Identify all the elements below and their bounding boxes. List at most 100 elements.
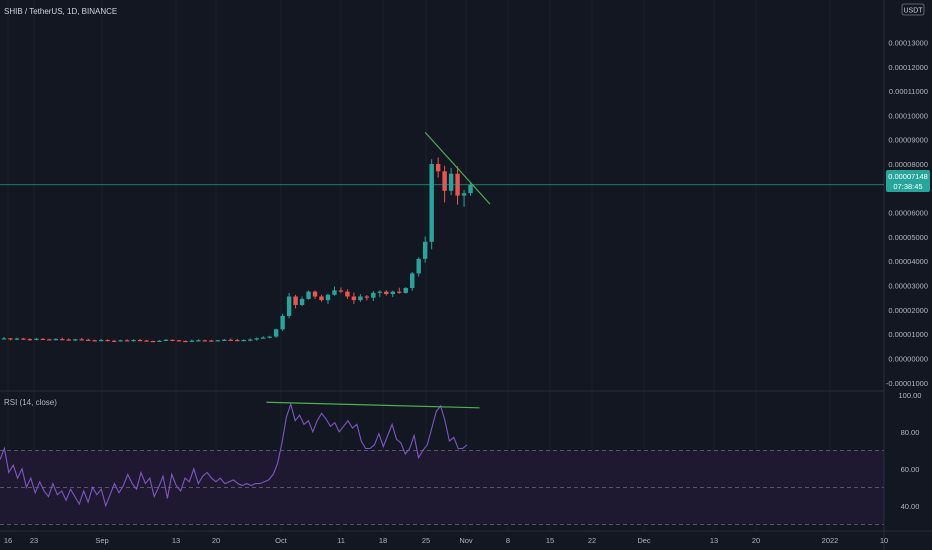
candle-body [34, 338, 39, 340]
candle-body [371, 292, 376, 298]
price-tick-label: 0.00011000 [889, 87, 928, 96]
overlays [0, 132, 884, 409]
price-tick-label: 0.00010000 [888, 111, 928, 120]
currency-button[interactable]: USDT [901, 3, 925, 16]
candle-body [293, 296, 298, 305]
candle-body [53, 339, 59, 341]
candle-body [286, 296, 292, 316]
candle-body [66, 339, 71, 341]
candle-body [170, 339, 175, 341]
candle-body [157, 340, 162, 342]
candle-body [14, 338, 20, 340]
time-tick-label: Sep [95, 536, 108, 545]
price-tick-label: 0.00000000 [888, 354, 928, 363]
time-tick-label: 22 [588, 536, 596, 545]
candle-body [8, 338, 13, 340]
price-tick-label: 0.00005000 [888, 233, 928, 242]
rsi-tick-label: 40.00 [901, 502, 920, 511]
time-tick-label: 10 [880, 536, 888, 545]
candle-body [98, 340, 104, 342]
countdown-value: 07:38:45 [893, 182, 922, 191]
symbol-info-label[interactable]: SHIB / TetherUS, 1D, BINANCE [4, 7, 117, 16]
candle-body [338, 290, 344, 292]
rsi-tick-label: 100.00 [899, 391, 922, 400]
candle-body [27, 339, 33, 341]
candle-body [163, 339, 169, 341]
candle-body [79, 339, 84, 341]
candle-body [222, 339, 227, 341]
candle-body [202, 340, 208, 342]
candle-body [189, 340, 195, 342]
time-tick-label: 18 [379, 536, 387, 545]
candle-body [150, 340, 156, 343]
candle-body [144, 340, 149, 342]
candle-body [209, 340, 214, 342]
candle-body [176, 340, 182, 342]
candle-body [332, 290, 337, 295]
time-tick-label: 20 [212, 536, 220, 545]
candle-body [319, 296, 324, 301]
candle-body [403, 287, 408, 293]
time-tick-label: 13 [172, 536, 180, 545]
rsi-line [0, 402, 468, 508]
candle-body [448, 173, 454, 191]
candle-body [124, 340, 130, 342]
time-tick-label: 11 [337, 536, 345, 545]
vertical-grid [7, 0, 885, 531]
price-trendline[interactable] [424, 132, 491, 205]
current-price-value: 0.00007148 [888, 172, 928, 181]
candle-body [461, 193, 467, 196]
candle-body [228, 339, 233, 341]
candle-body [92, 340, 97, 342]
candle-body [241, 340, 246, 342]
candle-body [47, 339, 52, 341]
candle-body [196, 340, 201, 342]
time-tick-label: 8 [506, 536, 510, 545]
price-tick-label: 0.00006000 [888, 209, 928, 218]
candle-body [1, 338, 7, 340]
candle-body [397, 291, 402, 293]
time-axis: 16 23 Sep 13 20 Oct 11 18 25 Nov 8 15 22 Dec 13 20 2022 1… [4, 536, 888, 545]
time-tick-label: 16 [4, 536, 12, 545]
candle-body [260, 337, 266, 339]
candle-body [60, 339, 65, 341]
candle-body [306, 291, 311, 299]
rsi-indicator-label[interactable]: RSI (14, close) [4, 398, 57, 407]
candle-body [299, 298, 305, 305]
candle-body [105, 340, 110, 342]
candle-body [131, 340, 136, 342]
candle-body [325, 294, 331, 301]
candle-body [364, 296, 370, 298]
rsi-trendline[interactable] [266, 401, 480, 409]
candle-body [248, 339, 253, 341]
candle-body [215, 340, 221, 342]
candle-body [111, 340, 117, 342]
candle-body [422, 241, 428, 259]
price-tick-label: 0.00008000 [888, 160, 928, 169]
price-tick-label: 0.00012000 [888, 63, 928, 72]
candle-body [468, 184, 473, 194]
time-tick-label: 25 [422, 536, 430, 545]
time-tick-label: 23 [30, 536, 38, 545]
candle-body [390, 291, 395, 295]
rsi-tick-label: 80.00 [901, 428, 920, 437]
candle-body [377, 291, 383, 293]
candle-body [429, 164, 434, 242]
candle-body [273, 329, 279, 337]
time-tick-label: Nov [459, 536, 473, 545]
candle-body [351, 296, 357, 301]
time-tick-label: 20 [752, 536, 760, 545]
price-tick-label: 0.00002000 [888, 306, 928, 315]
candle-body [280, 315, 285, 330]
time-tick-label: 2022 [822, 536, 839, 545]
candle-body [267, 336, 272, 338]
candle-body [183, 340, 188, 343]
current-price-badge: 0.00007148 07:38:45 [886, 170, 930, 192]
candle-body [86, 339, 91, 341]
candle-body [235, 340, 240, 342]
price-axis: 0.00013000 0.00012000 0.00011000 0.00010000… [886, 38, 928, 387]
rsi-pane: 100.00 80.00 60.00 40.00 [0, 391, 922, 525]
time-tick-label: 13 [710, 536, 718, 545]
candle-body [312, 291, 318, 297]
